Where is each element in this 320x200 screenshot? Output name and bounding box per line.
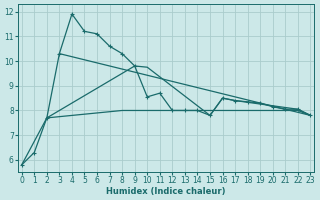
X-axis label: Humidex (Indice chaleur): Humidex (Indice chaleur) xyxy=(106,187,226,196)
